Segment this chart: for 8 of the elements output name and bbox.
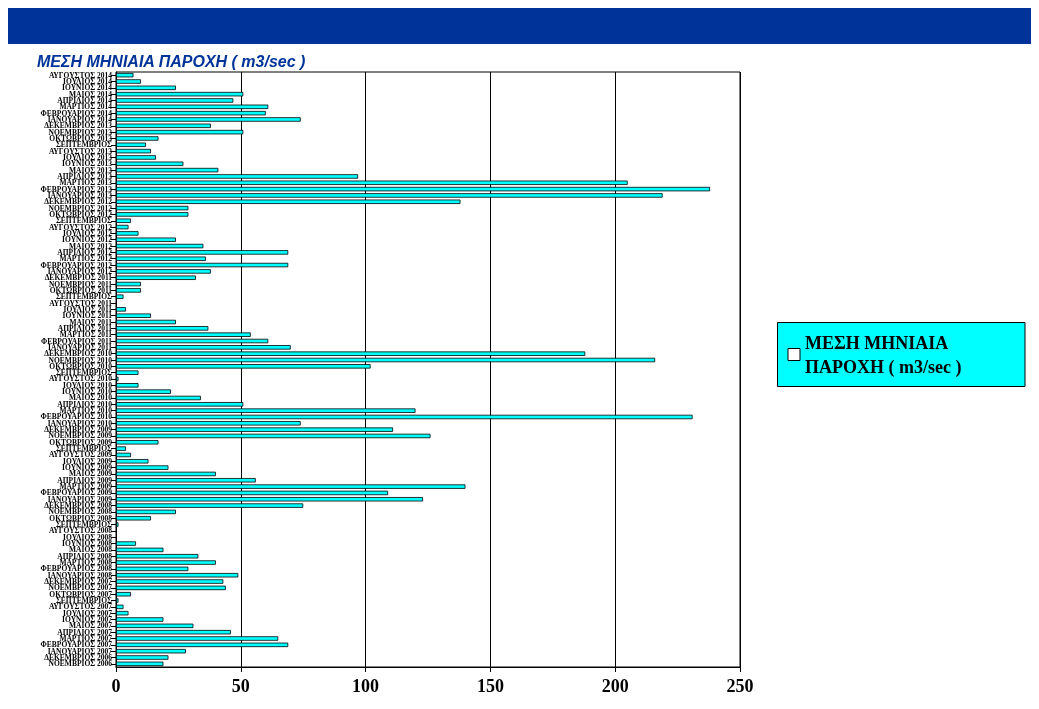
chart-title: ΜΕΣΗ ΜΗΝΙΑΙΑ ΠΑΡΟΧΗ ( m3/sec ) [37, 52, 306, 70]
x-tick-label: 0 [111, 676, 121, 696]
legend-label: ΜΕΣΗ ΜΗΝΙΑΙΑ ΠΑΡΟΧΗ ( m3/sec ) [805, 332, 962, 378]
x-tick-label: 150 [476, 676, 504, 696]
x-tick-label: 200 [601, 676, 629, 696]
x-tick-label: 100 [352, 676, 380, 696]
x-tick-label: 250 [726, 676, 754, 696]
x-tick-label: 50 [231, 676, 250, 696]
